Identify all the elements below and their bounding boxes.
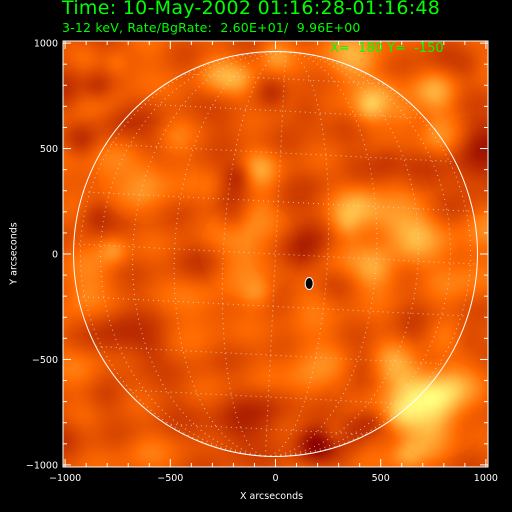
longitude-grid-line — [173, 51, 286, 457]
map-subtitle: 3-12 keV, Rate/BgRate: 2.60E+01/ 9.96E+0… — [62, 20, 361, 35]
y-tick-label: 500 — [40, 144, 58, 155]
latitude-grid-line — [83, 191, 473, 212]
longitude-grid-line — [265, 51, 452, 457]
emission-heatmap — [63, 41, 488, 467]
x-tick-label: 0 — [272, 473, 278, 484]
x-tick-label: −1000 — [49, 473, 81, 484]
latitude-grid-line — [183, 73, 386, 85]
longitude-grid-line — [99, 51, 286, 457]
flare-source-marker — [304, 277, 314, 291]
x-tick-label: 500 — [372, 473, 390, 484]
map-title: Time: 10-May-2002 01:16:28-01:16:48 — [62, 0, 441, 19]
map-overlay — [73, 51, 478, 457]
y-tick-label: −1000 — [26, 460, 58, 471]
x-axis-label: X arcseconds — [240, 491, 304, 502]
y-tick-label: 1000 — [34, 39, 58, 50]
longitude-grid-line — [265, 51, 378, 457]
x-tick-label: 1000 — [474, 473, 498, 484]
y-tick-label: −500 — [32, 355, 58, 366]
map-image-slot — [63, 41, 488, 467]
solar-limb-circle — [73, 51, 478, 457]
y-tick-label: 0 — [52, 250, 58, 261]
cursor-coordinate-readout: X= 180 Y= -150 — [330, 41, 444, 56]
y-axis-label: Y arcseconds — [8, 222, 20, 285]
map-axes: −1000 −500 0 500 1000 −1000 −500 0 500 1000 — [26, 39, 498, 484]
x-tick-label: −500 — [157, 473, 183, 484]
